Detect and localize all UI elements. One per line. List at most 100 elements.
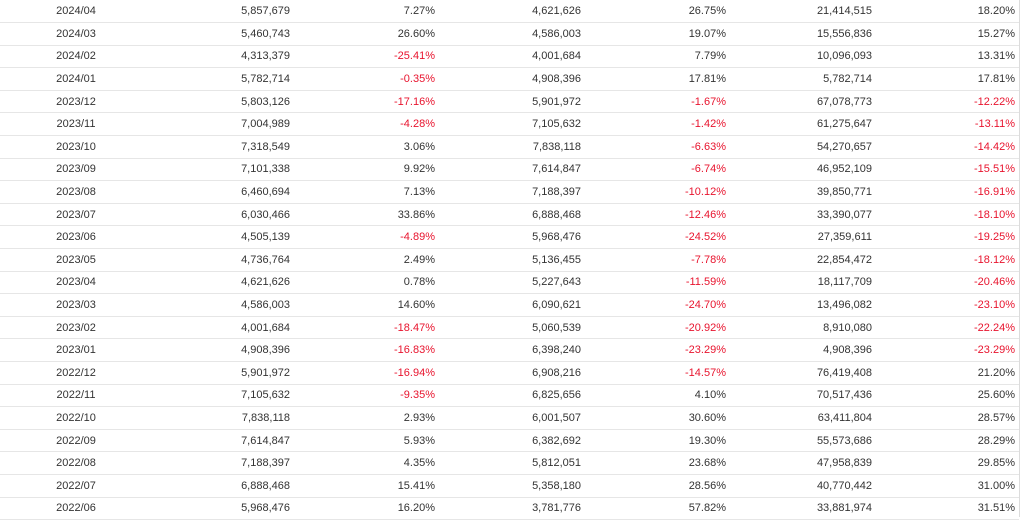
monthly-revenue-cell: 7,838,118	[152, 406, 294, 430]
cumulative-yoy-cell: -18.12%	[876, 248, 1019, 272]
monthly-revenue-cell: 4,001,684	[152, 316, 294, 340]
mom-change-cell: 7.27%	[294, 0, 439, 24]
prior-year-revenue-cell: 5,060,539	[439, 316, 585, 340]
yoy-change-cell: -1.42%	[585, 112, 730, 137]
table-row: 2022/10 7,838,118 2.93% 6,001,507 30.60% 63,4…	[0, 406, 1019, 430]
prior-year-revenue-cell: 6,001,507	[439, 406, 585, 430]
monthly-revenue-cell: 5,901,972	[152, 361, 294, 385]
cumulative-yoy-cell: 17.81%	[876, 67, 1019, 91]
period-cell: 2024/04	[0, 0, 152, 24]
yoy-change-cell: -23.29%	[585, 338, 730, 362]
table-row: 2022/12 5,901,972 -16.94% 6,908,216 -14.57% 7…	[0, 361, 1019, 385]
cumulative-yoy-cell: -20.46%	[876, 271, 1019, 295]
mom-change-cell: -17.16%	[294, 90, 439, 114]
table-row: 2023/02 4,001,684 -18.47% 5,060,539 -20.92% 8…	[0, 316, 1019, 340]
cumulative-revenue-cell: 63,411,804	[730, 406, 876, 430]
mom-change-cell: 14.60%	[294, 293, 439, 317]
mom-change-cell: 26.60%	[294, 22, 439, 46]
monthly-revenue-cell: 4,621,626	[152, 271, 294, 295]
prior-year-revenue-cell: 4,621,626	[439, 0, 585, 24]
prior-year-revenue-cell: 6,908,216	[439, 361, 585, 385]
table-row: 2022/08 7,188,397 4.35% 5,812,051 23.68% 47,9…	[0, 451, 1019, 475]
period-cell: 2022/06	[0, 497, 152, 520]
cumulative-revenue-cell: 8,910,080	[730, 316, 876, 340]
monthly-revenue-cell: 5,460,743	[152, 22, 294, 46]
cumulative-revenue-cell: 61,275,647	[730, 112, 876, 137]
yoy-change-cell: 19.07%	[585, 22, 730, 46]
prior-year-revenue-cell: 7,838,118	[439, 135, 585, 159]
cumulative-yoy-cell: -22.24%	[876, 316, 1019, 340]
table-row: 2024/04 5,857,679 7.27% 4,621,626 26.75% 21,4…	[0, 0, 1019, 24]
table-row: 2024/02 4,313,379 -25.41% 4,001,684 7.79% 10,…	[0, 45, 1019, 69]
cumulative-yoy-cell: 31.00%	[876, 474, 1019, 498]
cumulative-yoy-cell: 28.29%	[876, 429, 1019, 453]
period-cell: 2023/08	[0, 180, 152, 204]
cumulative-yoy-cell: 15.27%	[876, 22, 1019, 46]
period-cell: 2023/10	[0, 135, 152, 159]
prior-year-revenue-cell: 5,968,476	[439, 225, 585, 250]
table-row: 2023/06 4,505,139 -4.89% 5,968,476 -24.52% 27…	[0, 225, 1019, 250]
period-cell: 2023/11	[0, 112, 152, 137]
cumulative-revenue-cell: 4,908,396	[730, 338, 876, 362]
prior-year-revenue-cell: 5,812,051	[439, 451, 585, 475]
mom-change-cell: -9.35%	[294, 384, 439, 408]
period-cell: 2024/03	[0, 22, 152, 46]
table-row: 2023/01 4,908,396 -16.83% 6,398,240 -23.29% 4…	[0, 338, 1019, 362]
table-row: 2022/11 7,105,632 -9.35% 6,825,656 4.10% 70,5…	[0, 384, 1019, 408]
yoy-change-cell: 30.60%	[585, 406, 730, 430]
monthly-revenue-cell: 4,908,396	[152, 338, 294, 362]
cumulative-revenue-cell: 18,117,709	[730, 271, 876, 295]
cumulative-yoy-cell: 18.20%	[876, 0, 1019, 24]
prior-year-revenue-cell: 5,358,180	[439, 474, 585, 498]
cumulative-revenue-cell: 70,517,436	[730, 384, 876, 408]
cumulative-yoy-cell: 31.51%	[876, 497, 1019, 520]
yoy-change-cell: 17.81%	[585, 67, 730, 91]
prior-year-revenue-cell: 3,781,776	[439, 497, 585, 520]
table-row: 2023/03 4,586,003 14.60% 6,090,621 -24.70% 13…	[0, 293, 1019, 317]
cumulative-yoy-cell: -15.51%	[876, 158, 1019, 182]
yoy-change-cell: 19.30%	[585, 429, 730, 453]
table-row: 2022/09 7,614,847 5.93% 6,382,692 19.30% 55,5…	[0, 429, 1019, 453]
mom-change-cell: 4.35%	[294, 451, 439, 475]
prior-year-revenue-cell: 4,908,396	[439, 67, 585, 91]
period-cell: 2022/07	[0, 474, 152, 498]
cumulative-revenue-cell: 33,881,974	[730, 497, 876, 520]
mom-change-cell: 2.93%	[294, 406, 439, 430]
cumulative-yoy-cell: 21.20%	[876, 361, 1019, 385]
cumulative-revenue-cell: 10,096,093	[730, 45, 876, 69]
cumulative-yoy-cell: -12.22%	[876, 90, 1019, 114]
cumulative-yoy-cell: 25.60%	[876, 384, 1019, 408]
table-row: 2023/12 5,803,126 -17.16% 5,901,972 -1.67% 67…	[0, 90, 1019, 114]
cumulative-revenue-cell: 27,359,611	[730, 225, 876, 250]
mom-change-cell: -16.83%	[294, 338, 439, 362]
yoy-change-cell: -11.59%	[585, 271, 730, 295]
yoy-change-cell: -24.70%	[585, 293, 730, 317]
cumulative-revenue-cell: 39,850,771	[730, 180, 876, 204]
mom-change-cell: 7.13%	[294, 180, 439, 204]
period-cell: 2023/09	[0, 158, 152, 182]
monthly-revenue-cell: 6,460,694	[152, 180, 294, 204]
cumulative-revenue-cell: 22,854,472	[730, 248, 876, 272]
period-cell: 2023/12	[0, 90, 152, 114]
monthly-revenue-cell: 4,736,764	[152, 248, 294, 272]
monthly-revenue-cell: 6,888,468	[152, 474, 294, 498]
prior-year-revenue-cell: 7,105,632	[439, 112, 585, 137]
yoy-change-cell: 28.56%	[585, 474, 730, 498]
cumulative-revenue-cell: 55,573,686	[730, 429, 876, 453]
yoy-change-cell: -12.46%	[585, 203, 730, 227]
yoy-change-cell: -1.67%	[585, 90, 730, 114]
period-cell: 2023/04	[0, 271, 152, 295]
yoy-change-cell: 7.79%	[585, 45, 730, 69]
cumulative-revenue-cell: 5,782,714	[730, 67, 876, 91]
monthly-revenue-cell: 4,505,139	[152, 225, 294, 250]
yoy-change-cell: -24.52%	[585, 225, 730, 250]
cumulative-revenue-cell: 13,496,082	[730, 293, 876, 317]
prior-year-revenue-cell: 6,888,468	[439, 203, 585, 227]
cumulative-yoy-cell: 13.31%	[876, 45, 1019, 69]
cumulative-revenue-cell: 47,958,839	[730, 451, 876, 475]
period-cell: 2024/02	[0, 45, 152, 69]
prior-year-revenue-cell: 5,901,972	[439, 90, 585, 114]
cumulative-yoy-cell: -18.10%	[876, 203, 1019, 227]
prior-year-revenue-cell: 6,090,621	[439, 293, 585, 317]
table-row: 2023/05 4,736,764 2.49% 5,136,455 -7.78% 22,8…	[0, 248, 1019, 272]
